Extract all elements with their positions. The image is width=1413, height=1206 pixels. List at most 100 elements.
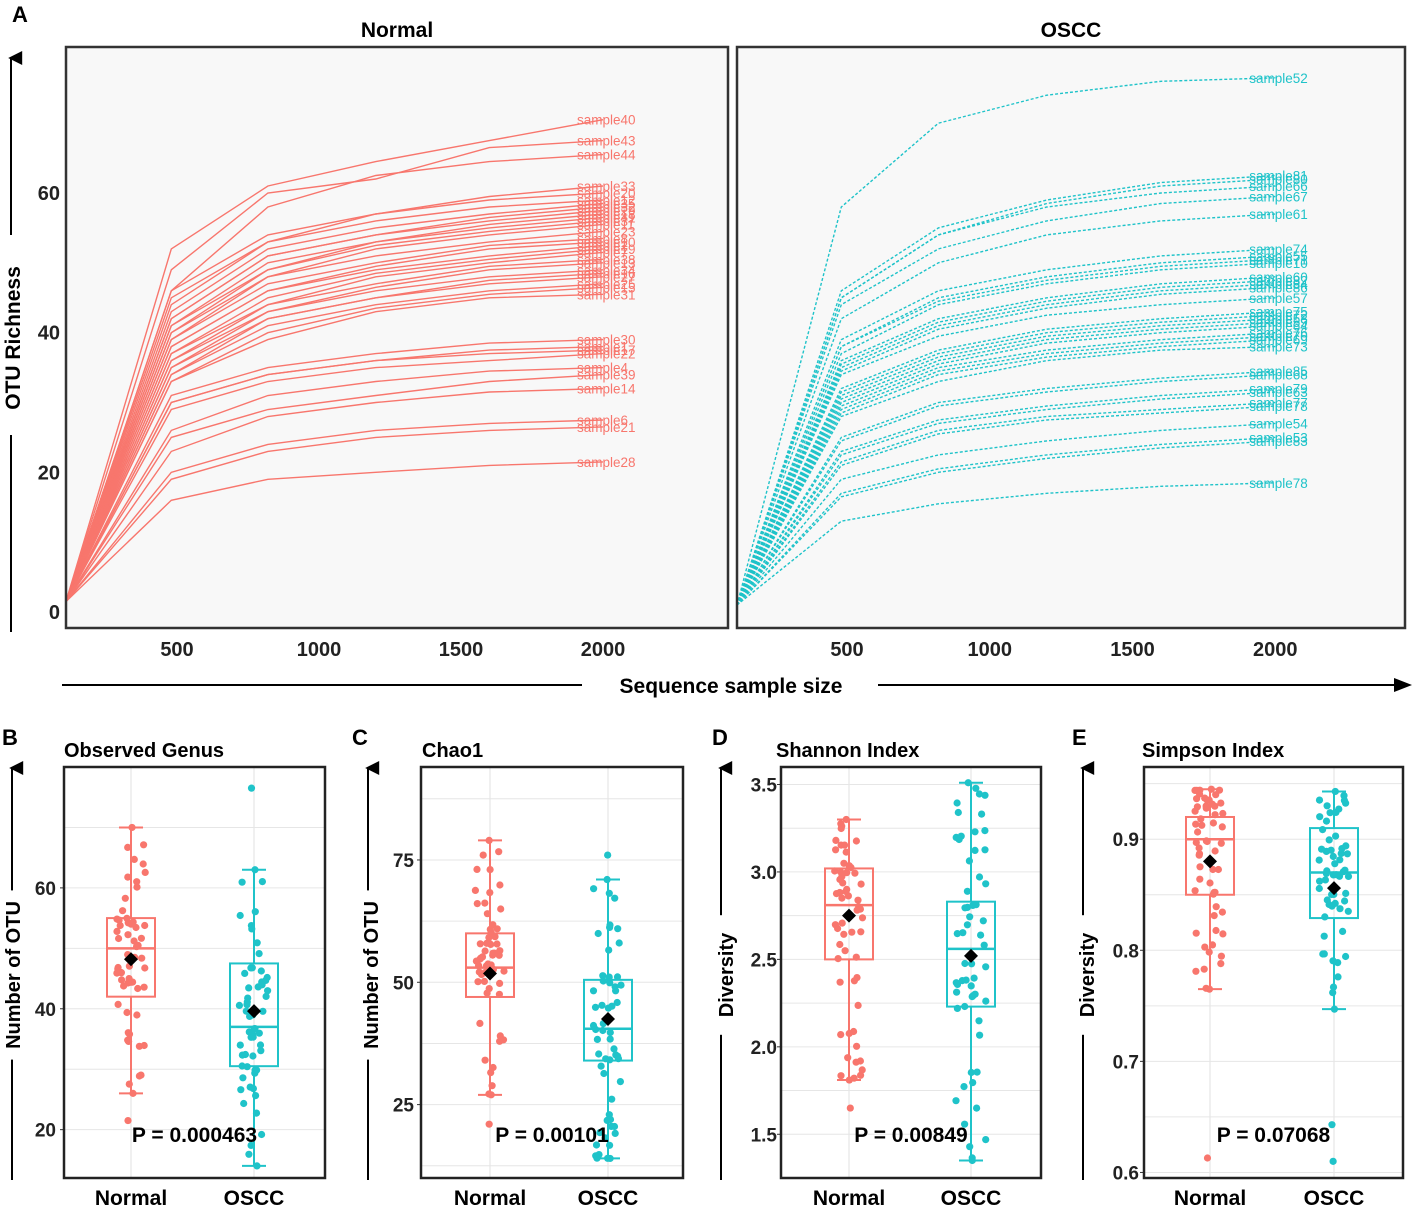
sample-point [954,808,962,817]
sample-point [953,799,961,807]
iqr-box [106,917,156,998]
series-label: sample85 [1249,364,1308,379]
y-tick-label: 0.7 [1113,1052,1139,1073]
sample-point [970,974,978,982]
sample-point [1336,905,1344,913]
sample-point [257,1047,265,1055]
sample-point [617,981,625,989]
series-line [65,192,604,602]
sample-point [488,1082,496,1090]
sample-point [972,784,980,792]
sample-point [113,927,121,936]
sample-point [1201,943,1209,951]
x-tick-label: 1500 [439,639,484,661]
sample-point [832,890,841,898]
sample-point [490,949,498,957]
series-line [736,332,1276,606]
box-normal [824,815,874,1112]
sample-point [1325,900,1333,909]
sample-point [606,1035,614,1043]
sample-point [832,846,840,854]
sample-point [1212,903,1220,911]
sample-point [1207,785,1215,793]
sample-point [1331,860,1339,868]
series-label: sample54 [1249,416,1308,431]
sample-point [1342,952,1350,961]
sample-point [1329,983,1338,991]
x-category-label: Normal [95,1187,167,1206]
sample-point [968,1156,976,1165]
sample-point [969,1079,977,1087]
sample-point [856,1057,865,1065]
sample-point [1192,820,1200,828]
sample-point [600,1069,608,1078]
sample-point [120,982,128,990]
series-line [65,426,604,602]
panel-title: Chao1 [422,740,483,762]
sample-point [235,1001,243,1010]
sample-point [598,1001,606,1009]
sample-point [1315,796,1324,804]
sample-point [854,896,862,904]
sample-point [1337,849,1345,858]
series-label: sample63 [1249,385,1308,400]
sample-point [961,959,969,968]
sample-point [844,1054,852,1062]
sample-point [1203,1154,1212,1162]
sample-point [124,843,132,852]
sample-point [610,1045,618,1053]
sample-point [837,1072,845,1080]
sample-point [127,920,135,928]
sample-point [975,873,984,881]
sample-point [838,872,846,881]
sample-point [1196,790,1204,798]
sample-point [599,977,607,985]
series-label: sample15 [577,280,636,295]
series-label: sample28 [577,455,636,470]
sample-point [264,987,272,995]
sample-point [1329,957,1337,965]
sample-point [1218,823,1226,831]
series-line [65,199,604,602]
sample-point [837,1031,845,1039]
x-tick-label: 1000 [297,639,342,661]
sample-point [496,979,504,988]
panels-b-to-e: B Observed Genus Number of OTU 20 40 60 P = 0.… [2,725,1405,1206]
sample-point [610,1122,619,1131]
sample-point [476,1019,484,1027]
sample-point [606,1154,614,1163]
series-line [736,436,1276,606]
sample-point [249,1033,257,1041]
sample-point [606,979,614,987]
series-label: sample31 [577,287,636,302]
sample-point [846,1104,854,1112]
sample-point [845,862,853,870]
sample-point [251,908,259,916]
sample-point [604,851,612,859]
series-label: sample30 [577,333,636,348]
sample-point [967,1068,975,1077]
sample-point [613,973,622,981]
series-line [736,314,1276,606]
sample-point [1215,786,1224,794]
series-line [65,139,604,602]
series-label: sample14 [577,382,636,397]
sample-point [962,976,970,984]
sample-point [1192,967,1200,975]
sample-point [844,892,853,900]
sample-point [836,978,844,986]
sample-point [590,885,598,893]
box-normal [465,836,515,1128]
sample-point [129,1089,137,1097]
sample-point [589,1021,598,1030]
sample-point [248,964,256,972]
sample-point [606,1115,615,1124]
sample-point [247,784,256,792]
y-tick-label: 3.5 [751,775,778,796]
sample-point [611,894,619,902]
sample-point [141,868,149,877]
sample-point [495,990,503,998]
sample-point [114,1000,122,1009]
sample-point [1321,913,1329,921]
series-line [65,237,604,602]
